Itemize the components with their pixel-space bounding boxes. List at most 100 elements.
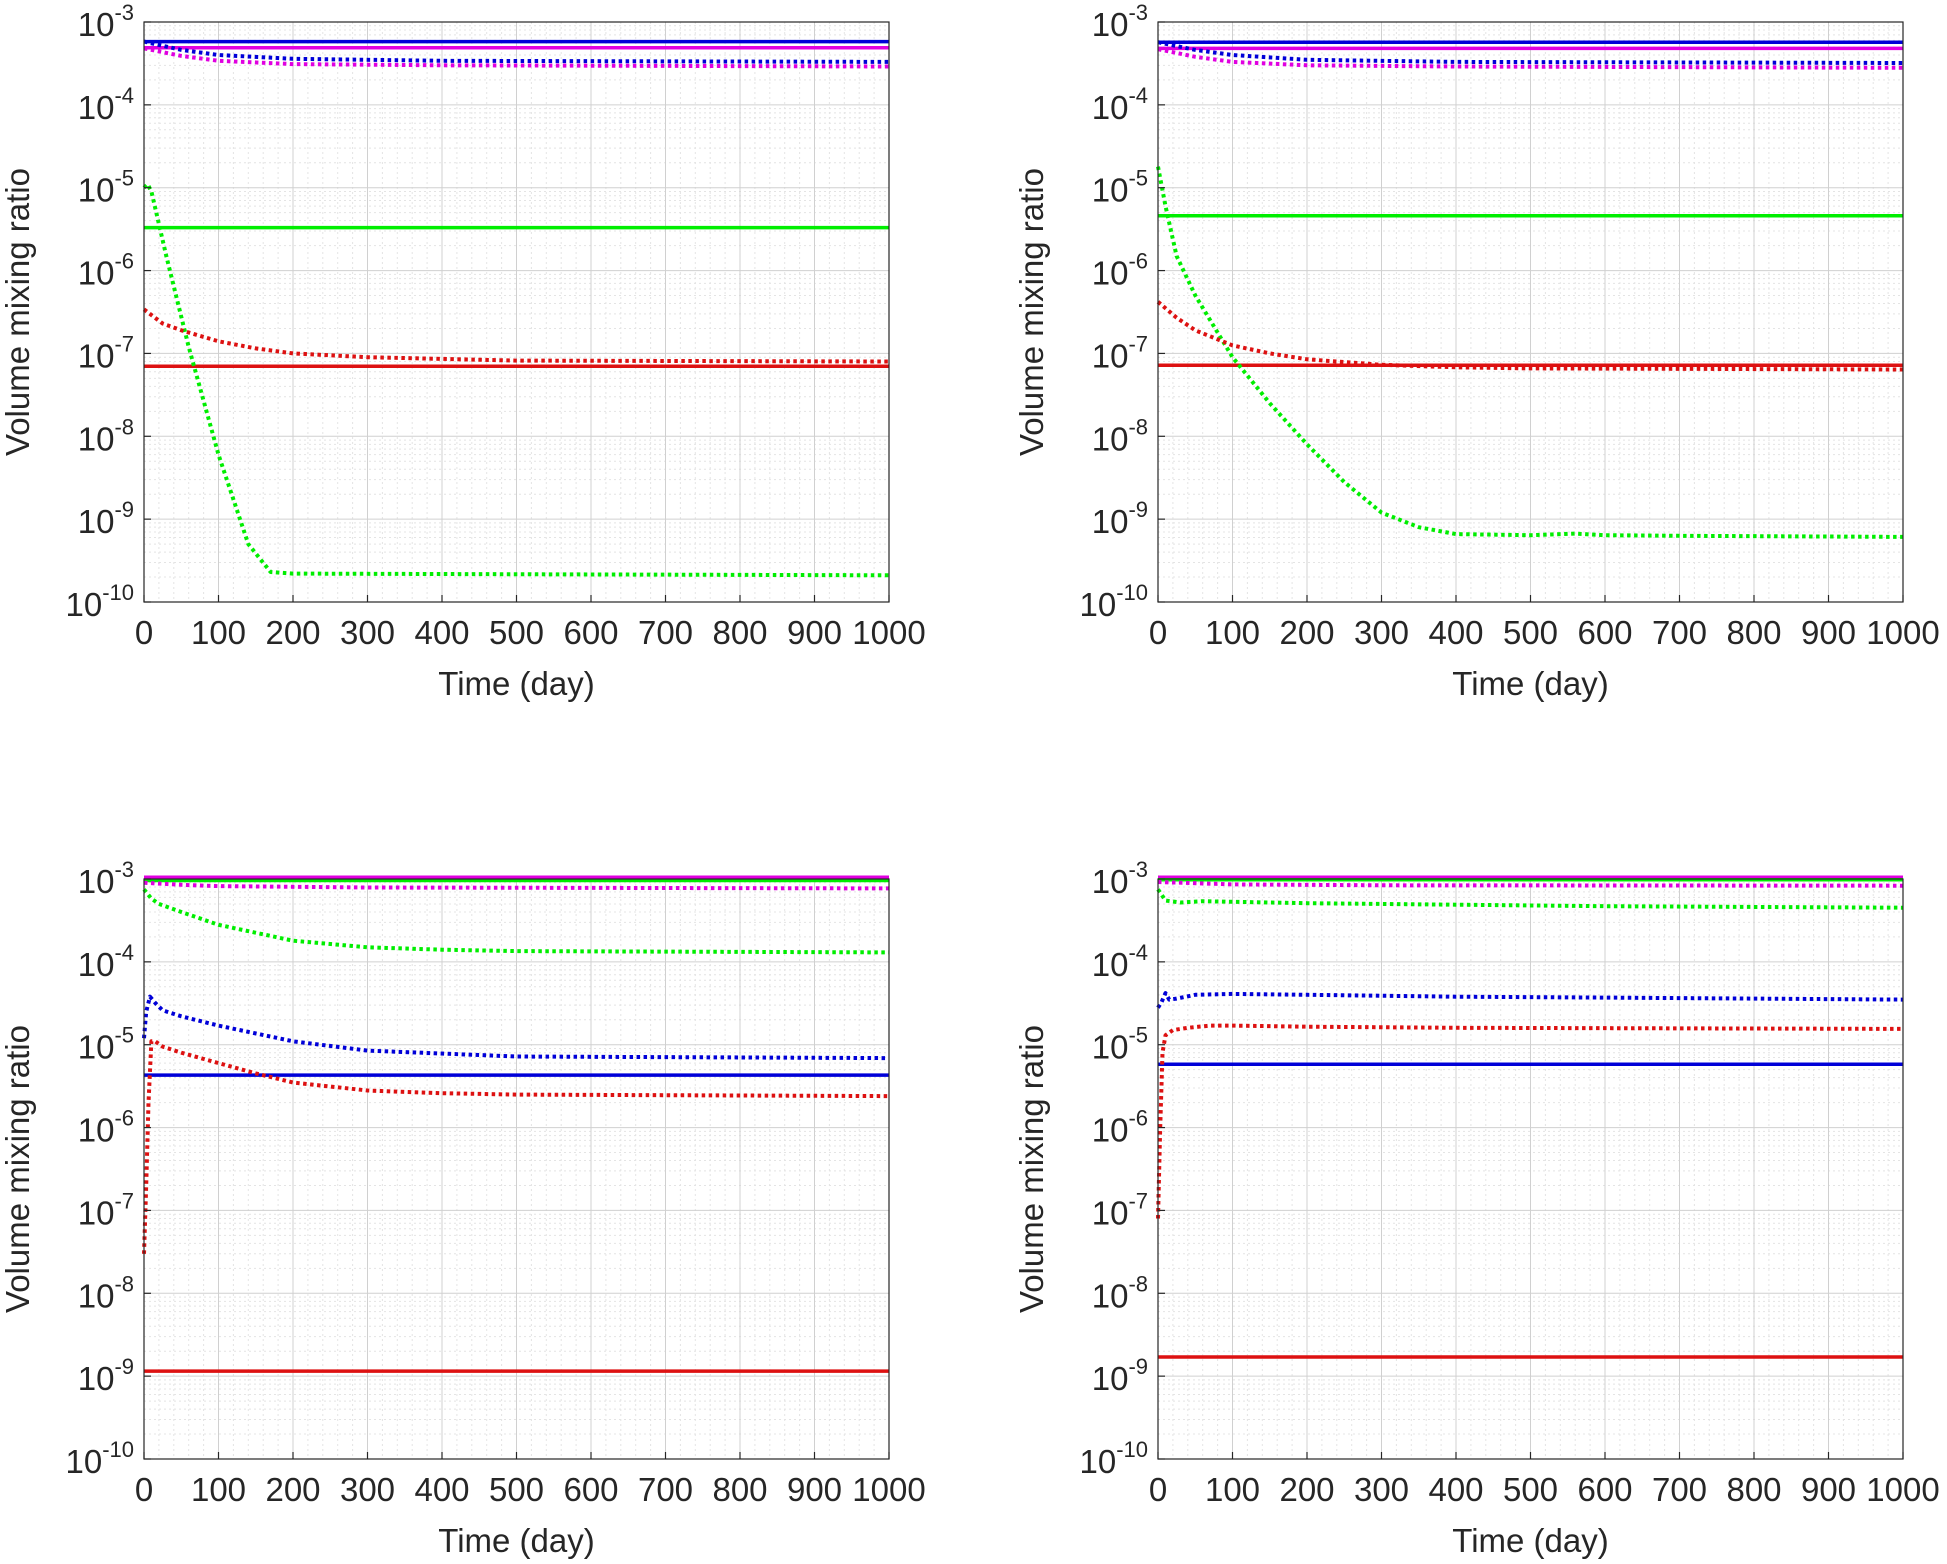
y-tick-label: 10-4 bbox=[1092, 940, 1148, 983]
y-tick-label: 10-10 bbox=[1079, 580, 1148, 623]
y-tick-exponent: -7 bbox=[114, 331, 134, 356]
y-tick-exponent: -10 bbox=[102, 580, 134, 605]
y-tick-base: 10 bbox=[65, 1443, 102, 1480]
y-tick-exponent: -8 bbox=[114, 414, 134, 439]
x-axis-label: Time (day) bbox=[438, 665, 594, 702]
y-tick-exponent: -8 bbox=[114, 1271, 134, 1296]
y-tick-label: 10-4 bbox=[1092, 83, 1148, 126]
y-axis-label: Volume mixing ratio bbox=[0, 1025, 36, 1313]
y-axis-label: Volume mixing ratio bbox=[1013, 1025, 1050, 1313]
y-tick-base: 10 bbox=[1092, 863, 1129, 900]
y-tick-label: 10-10 bbox=[1079, 1437, 1148, 1480]
y-tick-base: 10 bbox=[78, 6, 115, 43]
y-tick-base: 10 bbox=[78, 1029, 115, 1066]
y-tick-exponent: -6 bbox=[114, 1106, 134, 1131]
x-tick-label: 100 bbox=[191, 614, 246, 651]
y-tick-base: 10 bbox=[78, 1277, 115, 1314]
x-tick-label: 900 bbox=[787, 1471, 842, 1508]
x-axis-label: Time (day) bbox=[438, 1522, 594, 1559]
y-tick-exponent: -9 bbox=[114, 497, 134, 522]
y-tick-exponent: -4 bbox=[114, 940, 134, 965]
x-tick-label: 600 bbox=[563, 1471, 618, 1508]
y-tick-exponent: -6 bbox=[1128, 1106, 1148, 1131]
y-tick-base: 10 bbox=[1079, 1443, 1116, 1480]
y-tick-label: 10-9 bbox=[78, 1354, 134, 1397]
plot-panel-bottom-right: 0 100 200 300 400 500 600 700 800 900 100010-1010-… bbox=[1013, 857, 1940, 1559]
x-tick-label: 900 bbox=[787, 614, 842, 651]
minor-grid bbox=[144, 879, 889, 1459]
y-tick-base: 10 bbox=[1092, 337, 1129, 374]
x-axis-ticks: 0 100 200 300 400 500 600 700 800 900 1000 bbox=[1149, 1452, 1940, 1508]
series-group bbox=[142, 875, 890, 1373]
y-tick-exponent: -5 bbox=[114, 1023, 134, 1048]
y-tick-exponent: -5 bbox=[114, 166, 134, 191]
series-group bbox=[1156, 40, 1904, 539]
y-tick-base: 10 bbox=[1092, 420, 1129, 457]
x-tick-label: 700 bbox=[1652, 1471, 1707, 1508]
y-tick-label: 10-9 bbox=[78, 497, 134, 540]
x-tick-label: 300 bbox=[340, 614, 395, 651]
y-tick-label: 10-3 bbox=[78, 857, 134, 900]
y-tick-exponent: -6 bbox=[1128, 249, 1148, 274]
y-axis-label: Volume mixing ratio bbox=[0, 168, 36, 456]
x-tick-label: 0 bbox=[1149, 614, 1167, 651]
y-tick-base: 10 bbox=[78, 946, 115, 983]
y-tick-exponent: -9 bbox=[1128, 497, 1148, 522]
plot-panel-bottom-left: 0 100 200 300 400 500 600 700 800 900 100010-1010-… bbox=[0, 857, 926, 1559]
y-tick-exponent: -3 bbox=[114, 857, 134, 882]
series-line-dotted-4 bbox=[1157, 880, 1904, 888]
y-tick-base: 10 bbox=[78, 172, 115, 209]
series-line-dotted-7 bbox=[142, 1039, 890, 1254]
y-tick-label: 10-8 bbox=[78, 1271, 134, 1314]
y-tick-label: 10-4 bbox=[78, 940, 134, 983]
series-line-dotted-7 bbox=[1156, 1023, 1904, 1219]
y-tick-label: 10-7 bbox=[78, 1188, 134, 1231]
series-line-dotted-4 bbox=[1157, 40, 1904, 65]
y-tick-exponent: -4 bbox=[1128, 940, 1148, 965]
y-tick-label: 10-4 bbox=[78, 83, 134, 126]
series-line-dotted-5 bbox=[143, 46, 890, 69]
y-tick-label: 10-6 bbox=[78, 249, 134, 292]
x-tick-label: 500 bbox=[1503, 1471, 1558, 1508]
x-tick-label: 600 bbox=[563, 614, 618, 651]
y-tick-label: 10-6 bbox=[1092, 249, 1148, 292]
y-tick-base: 10 bbox=[78, 1360, 115, 1397]
x-tick-label: 1000 bbox=[1866, 1471, 1939, 1508]
series-line-dotted-5 bbox=[142, 888, 890, 955]
y-tick-label: 10-6 bbox=[78, 1106, 134, 1149]
x-tick-label: 400 bbox=[1428, 614, 1483, 651]
x-tick-label: 1000 bbox=[852, 614, 925, 651]
y-tick-exponent: -7 bbox=[114, 1188, 134, 1213]
x-tick-label: 900 bbox=[1801, 1471, 1856, 1508]
y-tick-exponent: -8 bbox=[1128, 414, 1148, 439]
series-line-dotted-6 bbox=[1156, 166, 1904, 539]
y-tick-exponent: -4 bbox=[114, 83, 134, 108]
x-tick-label: 800 bbox=[712, 614, 767, 651]
x-tick-label: 600 bbox=[1577, 614, 1632, 651]
y-tick-base: 10 bbox=[78, 863, 115, 900]
x-tick-label: 600 bbox=[1577, 1471, 1632, 1508]
y-tick-exponent: -3 bbox=[114, 0, 134, 25]
y-tick-base: 10 bbox=[1092, 503, 1129, 540]
y-tick-base: 10 bbox=[1092, 172, 1129, 209]
y-tick-base: 10 bbox=[65, 586, 102, 623]
y-tick-base: 10 bbox=[78, 89, 115, 126]
x-tick-label: 500 bbox=[1503, 614, 1558, 651]
x-tick-label: 500 bbox=[489, 614, 544, 651]
y-tick-label: 10-9 bbox=[1092, 1354, 1148, 1397]
y-tick-label: 10-10 bbox=[65, 580, 134, 623]
y-tick-base: 10 bbox=[1092, 89, 1129, 126]
plot-panel-top-left: 0 100 200 300 400 500 600 700 800 900 100010-1010-… bbox=[0, 0, 926, 702]
x-tick-label: 700 bbox=[1652, 614, 1707, 651]
x-tick-label: 0 bbox=[135, 614, 153, 651]
y-tick-base: 10 bbox=[78, 255, 115, 292]
x-tick-label: 800 bbox=[712, 1471, 767, 1508]
x-axis-ticks: 0 100 200 300 400 500 600 700 800 900 1000 bbox=[1149, 595, 1940, 651]
x-axis-label: Time (day) bbox=[1452, 665, 1608, 702]
y-tick-exponent: -7 bbox=[1128, 331, 1148, 356]
series-line-dotted-6 bbox=[1156, 991, 1904, 1009]
minor-grid bbox=[1158, 879, 1903, 1459]
